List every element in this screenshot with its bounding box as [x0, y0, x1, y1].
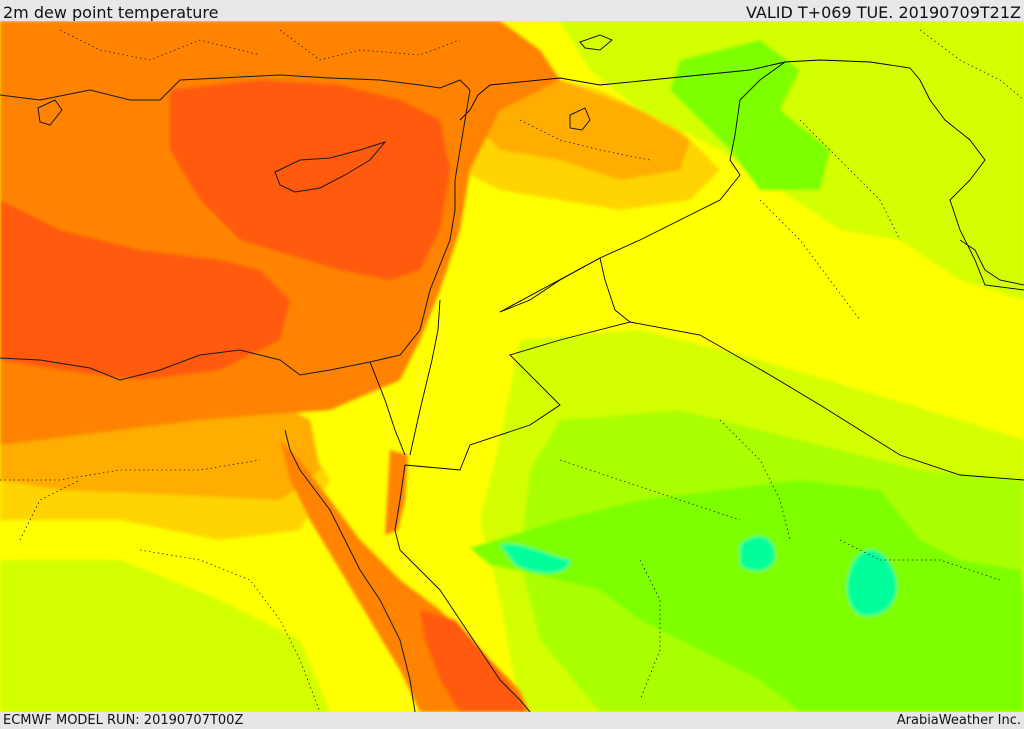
admin-turkey-1 [59, 29, 261, 61]
coast-lake-tharthar [569, 107, 591, 131]
coastlines [0, 34, 1024, 712]
field-aqua-center [740, 536, 775, 571]
admin-turkey-2 [279, 29, 461, 61]
coast-island-north [579, 34, 613, 51]
admin-saudi-2 [719, 419, 791, 541]
admin-egypt-1 [0, 459, 261, 481]
admin-boundaries [0, 29, 1024, 712]
coast-island-west [37, 99, 63, 126]
map-title: 2m dew point temperature [3, 3, 219, 22]
admin-iraq-2 [759, 199, 861, 321]
border-turkey-syria [459, 84, 491, 121]
border-egypt-israel [369, 361, 406, 456]
admin-iran-1 [919, 29, 1024, 101]
map-canvas [0, 21, 1024, 712]
coast-turkey-south [0, 74, 471, 101]
admin-saudi-4 [639, 559, 661, 701]
admin-saudi-1 [559, 459, 741, 521]
top-bar: 2m dew point temperature VALID T+069 TUE… [0, 0, 1024, 22]
field-green-north [670, 40, 830, 190]
valid-time-label: VALID T+069 TUE. 20190709T21Z [745, 3, 1021, 22]
coast-levant [369, 89, 471, 363]
field-aqua-coast [500, 543, 570, 574]
field-orange-gulf-aqaba [385, 450, 408, 535]
field-deep-orange-core [0, 200, 290, 380]
bottom-bar: ECMWF MODEL RUN: 20190707T00Z ArabiaWeat… [0, 712, 1024, 729]
field-deep-orange-levant [170, 80, 450, 280]
field-deep-orange-red-sea [420, 610, 525, 712]
field-yellow-green-west [0, 560, 330, 712]
coast-red-sea-east [394, 464, 531, 712]
credit-label: ArabiaWeather Inc. [896, 713, 1021, 728]
admin-saudi-3 [839, 539, 1001, 581]
admin-egypt-3 [19, 479, 81, 541]
border-iraq-saudi [629, 321, 1024, 481]
coast-egypt-north [0, 349, 371, 381]
field-orange-yellow-north [460, 80, 690, 180]
border-iran-iraq [784, 59, 1024, 291]
dew-point-map [0, 21, 1024, 712]
border-jordan-saudi [404, 257, 631, 471]
country-borders [369, 59, 1024, 481]
admin-iraq-1 [799, 119, 901, 241]
coast-persian-gulf [959, 239, 1024, 286]
admin-egypt-2 [139, 549, 321, 712]
field-green-south [470, 480, 1024, 712]
model-run-label: ECMWF MODEL RUN: 20190707T00Z [3, 713, 244, 728]
border-israel-jordan [409, 299, 441, 456]
coast-gulf-suez [284, 429, 416, 712]
coast-cyprus [274, 141, 387, 193]
field-aqua-east [847, 549, 897, 616]
